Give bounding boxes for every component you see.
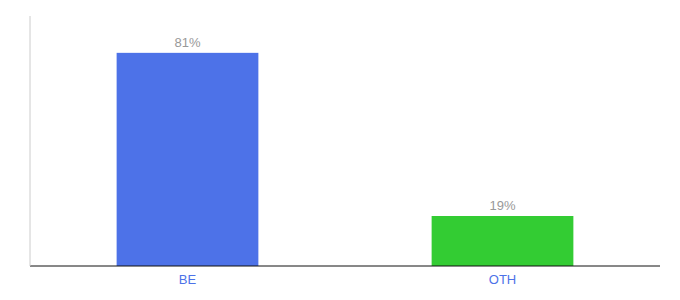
chart-container: BE OTH 81% 19%: [0, 0, 680, 300]
x-tick-label: OTH: [489, 272, 516, 287]
x-tick-label: BE: [179, 272, 197, 287]
y-axis-line: [30, 16, 31, 266]
bars: [117, 53, 574, 266]
chart-svg: BE OTH 81% 19%: [0, 0, 680, 300]
data-label: 81%: [174, 35, 200, 50]
bar: [432, 216, 574, 266]
bar: [117, 53, 259, 266]
data-label: 19%: [489, 198, 515, 213]
x-axis-line: [30, 266, 660, 267]
